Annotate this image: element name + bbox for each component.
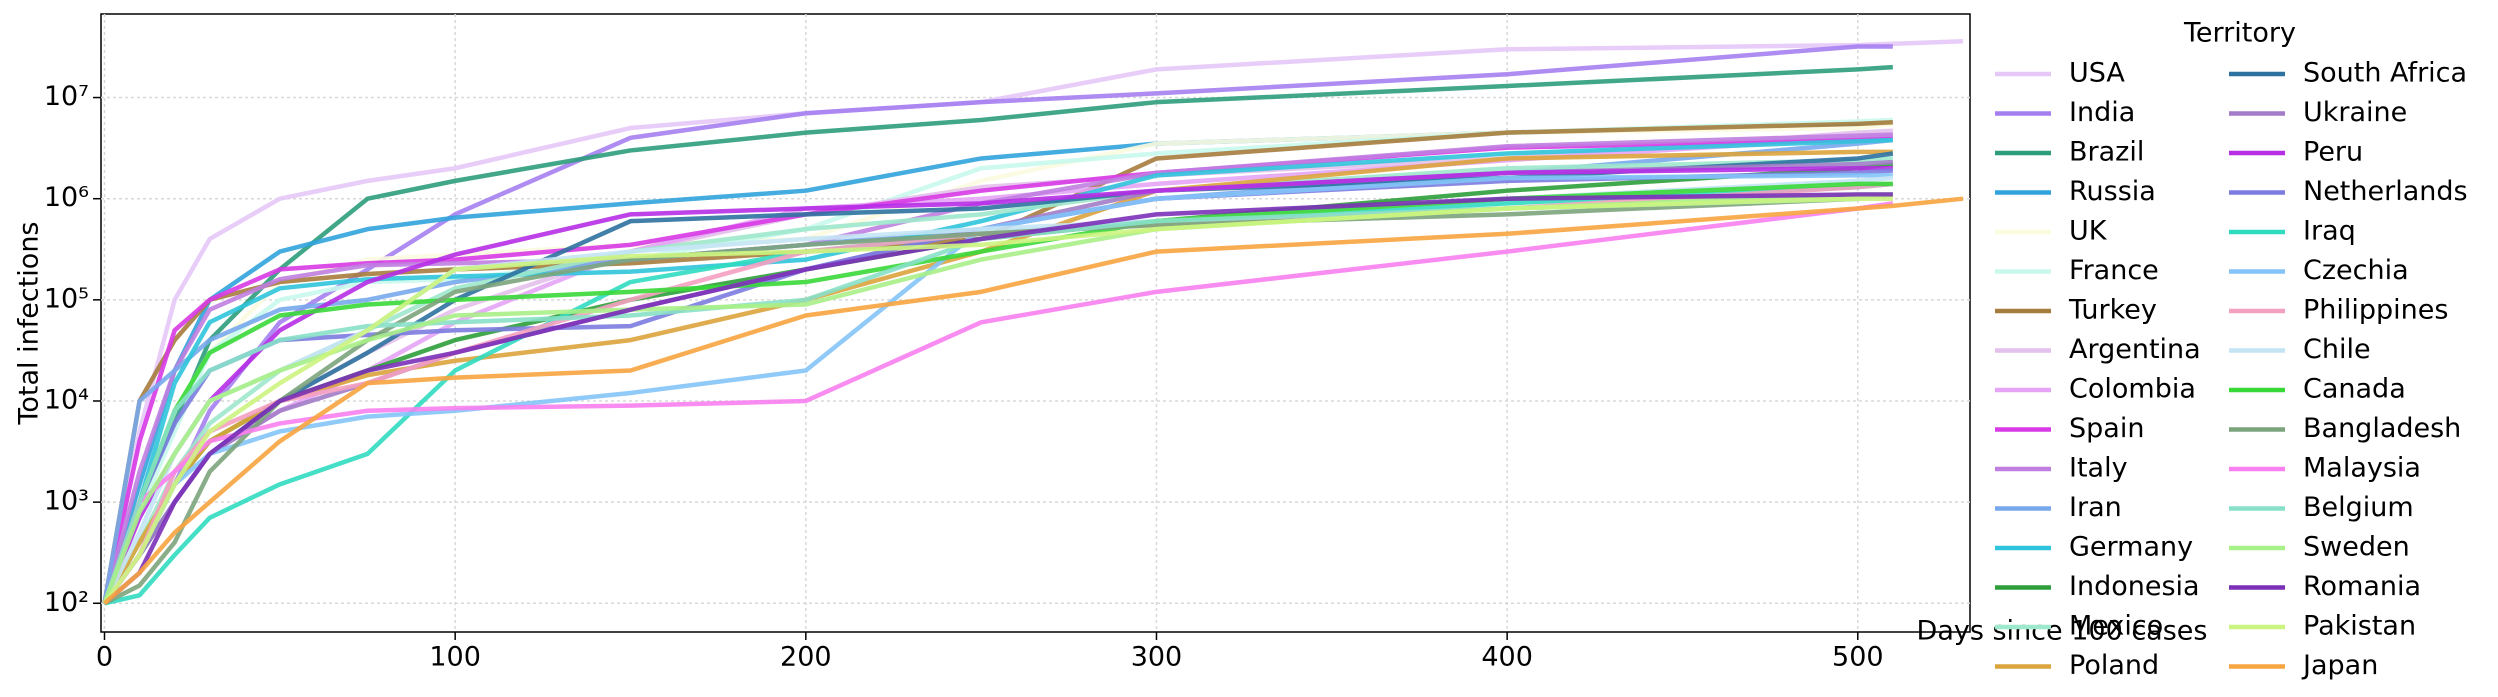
legend-label: Japan bbox=[2301, 650, 2378, 681]
legend-label: Peru bbox=[2303, 137, 2363, 168]
legend-label: India bbox=[2069, 97, 2135, 128]
legend-label: Indonesia bbox=[2069, 571, 2200, 602]
legend-label: Czechia bbox=[2303, 255, 2409, 286]
series-line bbox=[102, 192, 1893, 605]
legend-label: Iraq bbox=[2303, 216, 2356, 247]
legend-label: Spain bbox=[2069, 413, 2144, 444]
legend-label: Russia bbox=[2069, 176, 2156, 207]
y-tick-label: 10⁷ bbox=[44, 81, 89, 112]
series-line bbox=[103, 192, 1894, 606]
x-tick-label: 300 bbox=[1131, 642, 1183, 673]
series-line bbox=[102, 149, 1893, 605]
series-line bbox=[103, 196, 1964, 605]
legend-label: Romania bbox=[2303, 571, 2421, 602]
y-tick-label: 10³ bbox=[44, 486, 89, 517]
legend-label: Poland bbox=[2069, 650, 2159, 681]
y-tick-label: 10⁴ bbox=[44, 384, 89, 415]
x-tick-label: 400 bbox=[1481, 642, 1533, 673]
x-axis-label: Days since 100 cases bbox=[1917, 616, 2208, 647]
x-tick-label: 200 bbox=[780, 642, 832, 673]
legend-label: UK bbox=[2069, 216, 2108, 247]
legend-label: Bangladesh bbox=[2303, 413, 2461, 444]
legend-label: Philippines bbox=[2303, 295, 2448, 326]
y-tick-label: 10⁶ bbox=[44, 182, 89, 213]
legend-label: Sweden bbox=[2303, 532, 2410, 563]
legend-label: South Africa bbox=[2303, 58, 2467, 89]
legend-label: Colombia bbox=[2069, 374, 2196, 405]
series-line bbox=[102, 39, 1964, 604]
legend-label: Germany bbox=[2069, 532, 2193, 563]
legend-label: Brazil bbox=[2069, 137, 2144, 168]
y-tick-label: 10² bbox=[44, 587, 89, 618]
legend-label: Turkey bbox=[2068, 295, 2157, 326]
legend-label: Belgium bbox=[2303, 492, 2414, 523]
y-axis-label: Total infections bbox=[14, 221, 45, 425]
legend-label: France bbox=[2069, 255, 2159, 286]
y-tick-label: 10⁵ bbox=[44, 283, 89, 314]
plot-frame bbox=[100, 13, 1971, 633]
legend-label: Chile bbox=[2303, 334, 2371, 365]
series-line bbox=[102, 196, 1893, 605]
series-line bbox=[102, 64, 1893, 605]
x-tick-label: 0 bbox=[96, 642, 113, 673]
x-tick-label: 500 bbox=[1832, 642, 1884, 673]
series-line bbox=[102, 173, 1893, 605]
series-line bbox=[103, 192, 1893, 605]
series-line bbox=[102, 151, 1894, 605]
legend-label: Mexico bbox=[2069, 611, 2163, 642]
series-line bbox=[102, 201, 1894, 605]
legend-label: Italy bbox=[2069, 453, 2128, 484]
legend-label: Pakistan bbox=[2303, 611, 2416, 642]
x-tick-label: 100 bbox=[429, 642, 481, 673]
legend-label: USA bbox=[2069, 58, 2125, 89]
series-line bbox=[102, 119, 1893, 604]
legend-title: Territory bbox=[2183, 18, 2296, 49]
legend-label: Iran bbox=[2069, 492, 2122, 523]
legend-label: Malaysia bbox=[2303, 453, 2421, 484]
lines bbox=[102, 39, 1964, 606]
legend-label: Argentina bbox=[2069, 334, 2201, 365]
legend-label: Ukraine bbox=[2303, 97, 2407, 128]
legend-label: Netherlands bbox=[2303, 176, 2468, 207]
series-line bbox=[102, 181, 1893, 605]
legend-label: Canada bbox=[2303, 374, 2406, 405]
